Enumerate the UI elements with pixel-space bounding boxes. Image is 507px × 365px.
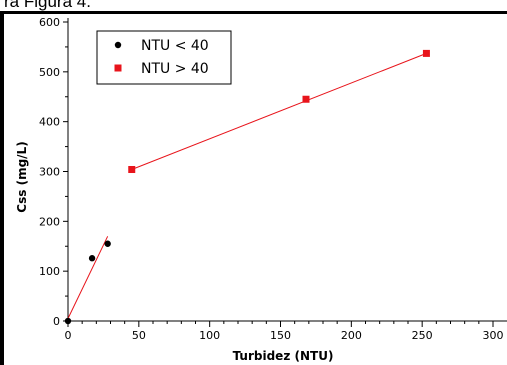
y-tick-label: 600: [39, 16, 60, 29]
y-tick-label: 200: [39, 215, 60, 228]
figure-caption: ra Figura 4.: [4, 0, 91, 11]
y-tick-label: 500: [39, 66, 60, 79]
x-tick-label: 100: [199, 329, 220, 342]
legend-marker-square: [114, 64, 122, 72]
fit-line: [131, 52, 427, 170]
legend-label: NTU > 40: [141, 61, 209, 77]
x-tick-label: 150: [270, 329, 291, 342]
data-point-square: [302, 95, 310, 103]
x-tick-label: 300: [483, 329, 504, 342]
axes: 0 100 200 300 400 500 600 0 50 100 150 200 250 300: [39, 16, 507, 342]
data-point-circle: [104, 240, 111, 247]
frame-left-border: [0, 11, 4, 365]
data-point-square: [422, 49, 430, 57]
x-tick-label: 200: [341, 329, 362, 342]
legend: NTU < 40 NTU > 40: [96, 30, 232, 85]
data-point-circle: [64, 317, 72, 325]
y-tick-label: 400: [39, 116, 60, 129]
legend-label: NTU < 40: [141, 38, 209, 54]
fit-line: [67, 236, 109, 319]
x-tick-label: 0: [65, 329, 72, 342]
frame-top-border: [0, 11, 507, 14]
data-point-circle: [88, 255, 96, 262]
y-axis-label: Css (mg/L): [15, 141, 29, 212]
y-tick-label: 0: [53, 315, 60, 328]
y-tick-label: 300: [39, 166, 60, 179]
x-axis-label: Turbidez (NTU): [233, 349, 334, 363]
y-tick-label: 100: [39, 265, 60, 278]
fit-lines: [67, 52, 427, 319]
data-point-square: [128, 166, 136, 174]
x-tick-label: 50: [132, 329, 146, 342]
legend-marker-circle: [114, 41, 122, 49]
legend-box: [96, 30, 232, 85]
x-tick-label: 250: [412, 329, 433, 342]
data-points: [64, 49, 430, 325]
